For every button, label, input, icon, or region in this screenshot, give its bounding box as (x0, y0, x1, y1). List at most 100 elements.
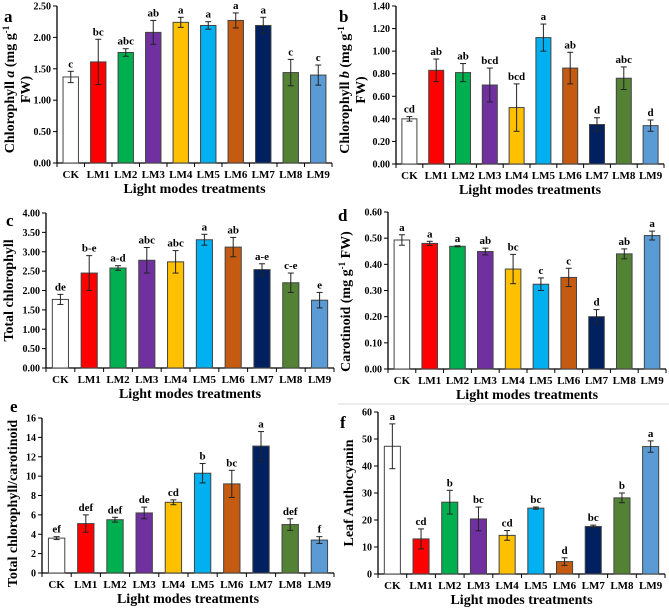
significance-letter: ab (227, 224, 239, 236)
x-tick-label: LM4 (169, 169, 193, 181)
bar-lm5 (535, 37, 552, 165)
bar-lm9 (642, 446, 660, 575)
y-tick-label: 30 (362, 489, 372, 500)
y-axis-label-part: a (3, 71, 18, 78)
y-axis-label: FW) (19, 76, 34, 104)
y-axis-label-part: Leaf Anthocyanin (342, 439, 357, 546)
significance-letter: bc (93, 26, 104, 38)
y-axis-label: Leaf Anthocyanin (342, 439, 357, 546)
significance-letter: bc (473, 494, 484, 506)
significance-letter: c (566, 255, 571, 267)
y-axis-label-part: FW) (354, 76, 369, 104)
x-tick-label: LM1 (87, 169, 110, 181)
y-tick-label: 1.40 (373, 2, 391, 13)
bar-lm9 (310, 74, 327, 164)
x-axis-label: Light modes treatments (117, 592, 260, 607)
x-tick-label: CK (384, 580, 401, 592)
y-tick-label: 0.50 (365, 234, 383, 245)
significance-letter: ef (52, 524, 61, 536)
bar-lm3 (135, 512, 153, 574)
x-tick-label: LM3 (133, 579, 157, 591)
significance-letter: cd (168, 487, 179, 499)
significance-letter: a (455, 233, 461, 245)
y-tick-label: 4.00 (23, 209, 41, 220)
significance-letter: ab (457, 51, 469, 63)
x-tick-label: LM4 (505, 170, 529, 182)
y-axis-label: Carotinoid (mg g-1 FW) (337, 231, 354, 372)
x-tick-label: LM7 (252, 169, 276, 181)
panel-letter: c (6, 211, 14, 230)
bar-lm9 (310, 539, 329, 574)
y-tick-label: 0.00 (23, 364, 41, 375)
y-tick-label: 4 (31, 530, 36, 541)
y-axis-label-part: FW) (19, 76, 34, 104)
x-tick-label: LM4 (501, 375, 525, 387)
bar-lm1 (428, 69, 445, 165)
significance-letter: a (427, 228, 433, 240)
x-axis-label: Light modes treatments (450, 593, 593, 608)
x-tick-label: LM3 (142, 169, 166, 181)
bar-ck (393, 239, 411, 370)
bar-lm8 (282, 282, 300, 369)
x-tick-label: LM5 (532, 170, 556, 182)
y-tick-label: 50 (362, 435, 372, 446)
y-tick-label: 3.50 (23, 228, 41, 239)
significance-letter: cd (404, 104, 415, 116)
bar-lm7 (253, 269, 271, 369)
significance-letter: a (258, 419, 264, 431)
x-tick-label: LM7 (250, 374, 274, 386)
bar-lm2 (449, 245, 466, 370)
panel-a: a0.000.501.001.502.002.50cCKbcLM1abcLM2a… (1, 0, 333, 197)
significance-letter: b-e (82, 243, 97, 255)
y-axis-label: Chlorophyll b (mg g-1 (336, 26, 353, 154)
x-tick-label: LM4 (164, 374, 188, 386)
y-axis-label: Total chlorophyll (2, 239, 17, 341)
y-axis-label-part: Chlorophyll (338, 78, 353, 154)
bar-lm3 (477, 251, 494, 370)
y-tick-label: 0.40 (373, 114, 391, 125)
bar-ck (401, 118, 418, 165)
x-tick-label: LM5 (193, 374, 217, 386)
x-tick-label: CK (63, 169, 80, 181)
x-tick-label: LM2 (106, 374, 130, 386)
y-axis-label: FW) (354, 76, 369, 104)
bar-lm2 (117, 51, 134, 164)
y-tick-label: 0 (367, 570, 372, 581)
x-tick-label: LM2 (114, 169, 138, 181)
y-axis-label-part: Carotinoid (mg g (339, 269, 354, 371)
y-tick-label: 8 (31, 491, 36, 502)
x-tick-label: LM2 (451, 170, 475, 182)
y-tick-label: 1.00 (23, 325, 41, 336)
bar-lm5 (195, 239, 213, 369)
bar-lm6 (560, 276, 577, 370)
y-tick-label: 1.00 (373, 47, 391, 58)
significance-letter: bc (588, 512, 599, 524)
x-tick-label: LM3 (478, 170, 502, 182)
significance-letter: a (178, 4, 184, 16)
x-tick-label: LM6 (559, 170, 583, 182)
panel-letter: d (338, 206, 348, 225)
bar-lm7 (255, 24, 272, 164)
significance-letter: a (390, 411, 396, 423)
x-tick-label: LM3 (135, 374, 159, 386)
y-tick-label: 10 (26, 472, 36, 483)
panel-letter: f (340, 413, 346, 432)
bar-lm2 (109, 267, 127, 369)
bar-lm5 (532, 283, 550, 370)
y-tick-label: 2.50 (23, 267, 41, 278)
bar-lm5 (527, 507, 545, 575)
bar-lm6 (227, 19, 244, 164)
y-tick-label: 2.00 (23, 286, 41, 297)
significance-letter: def (78, 502, 93, 514)
significance-letter: a (233, 0, 239, 12)
y-tick-label: 0.60 (365, 208, 383, 219)
x-tick-label: LM4 (496, 580, 520, 592)
y-tick-label: 0.30 (365, 286, 383, 297)
y-tick-label: 2 (31, 549, 36, 560)
bar-lm2 (106, 519, 124, 574)
x-tick-label: LM5 (191, 579, 215, 591)
x-tick-label: LM7 (585, 375, 609, 387)
x-axis-label: Light modes treatments (123, 182, 266, 197)
significance-letter: a (399, 222, 405, 234)
